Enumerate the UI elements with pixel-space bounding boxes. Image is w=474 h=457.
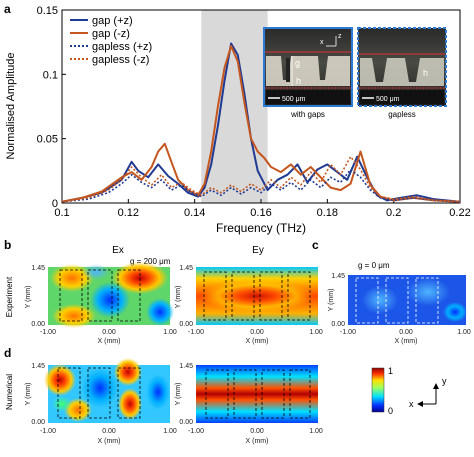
arrow-y-label: y [442,376,447,386]
ytick-bottom: 0.00 [179,321,193,328]
legend-label: gap (-z) [92,28,130,40]
xtick-mid: 0.00 [250,428,264,435]
ytick-top: 1.45 [31,363,45,370]
g-label-c: g = 0 μm [358,261,390,270]
inset-gapless: h 500 μm gapless [357,27,447,119]
axis-x-label: x [320,39,324,46]
x-label: X (mm) [246,338,269,345]
column-header-ey: Ey [252,245,264,256]
map-axes: 1.45 0.00 Y (mm) -1.00 0.00 1.00 X (mm) … [25,265,471,445]
chart-a: 0.1 0.12 0.14 0.16 0.18 0.2 0.22 00.050.10.15 … [5,5,471,235]
legend-label: gapless (-z) [92,54,149,66]
series-layer [61,42,461,203]
ytick-top: 1.45 [179,265,193,272]
ytick-bottom: 0.00 [31,419,45,426]
map-c [348,275,467,325]
orientation-arrows: y x [409,376,447,409]
x-tick-label: 0.22 [449,207,470,219]
x-label: X (mm) [395,338,418,345]
map-b-ey [196,267,318,325]
panel-label-d: d [4,346,11,360]
x-label: X (mm) [98,338,121,345]
panel-label-c: c [312,238,319,252]
xtick-left: -1.00 [40,428,56,435]
x-axis: 0.1 0.12 0.14 0.16 0.18 0.2 0.22 [54,199,471,219]
colorbar: 1 0 [371,366,393,416]
height-label-gapless: h [423,68,428,78]
xtick-right: 1.00 [457,329,471,336]
y-tick-label: 0 [52,198,58,210]
g-label-b: g = 200 μm [130,257,171,266]
row-label-numerical: Numerical [5,374,14,410]
xtick-right: 1.00 [309,428,323,435]
xtick-left: -1.00 [188,329,204,336]
x-label: X (mm) [98,438,121,445]
x-label: X (mm) [246,438,269,445]
xtick-right: 1.00 [309,329,323,336]
x-tick-label: 0.2 [386,207,401,219]
colorbar-max: 1 [388,366,393,376]
x-axis-label: Frequency (THz) [216,221,306,235]
legend-label: gapless (+z) [92,41,152,53]
map-d-ey [196,365,318,423]
y-axis: 0 0.05 0.1 0.15 [37,5,66,210]
gap-label: g [295,58,300,68]
inset-with-gaps: g h 500 μm z x with gaps [263,27,353,119]
ytick-bottom: 0.00 [331,321,345,328]
xtick-mid: 0.00 [102,329,116,336]
y-label: Y (mm) [25,383,32,406]
x-tick-label: 0.12 [118,207,139,219]
y-tick-label: 0.05 [37,134,58,146]
ytick-top: 1.45 [331,273,345,280]
scale-bar-label: 500 μm [282,96,306,103]
xtick-left: -1.00 [40,329,56,336]
y-label: Y (mm) [328,289,335,312]
xtick-mid: 0.00 [399,329,413,336]
map-b-ex [48,262,174,328]
xtick-left: -1.00 [188,428,204,435]
row-label-experiment: Experiment [5,276,14,317]
map-d-ex [44,358,170,423]
xtick-right: 1.00 [163,329,177,336]
scale-bar-label-gapless: 500 μm [376,96,400,103]
caption-with-gaps: with gaps [290,110,325,119]
x-tick-label: 0.14 [184,207,205,219]
arrow-x-label: x [409,399,414,409]
xtick-mid: 0.00 [102,428,116,435]
series-line-1 [61,45,461,203]
x-tick-label: 0.16 [250,207,271,219]
ytick-top: 1.45 [179,363,193,370]
panel-label-a: a [4,2,11,16]
y-axis-label: Normalised Amplitude [5,53,17,160]
caption-gapless: gapless [388,110,416,119]
x-tick-label: 0.1 [54,207,69,219]
axis-z-label: z [338,33,342,40]
y-tick-label: 0.15 [37,5,58,17]
panel-label-b: b [4,238,11,252]
y-label: Y (mm) [175,383,182,406]
ytick-bottom: 0.00 [179,419,193,426]
y-tick-label: 0.1 [43,69,58,81]
x-tick-label: 0.18 [317,207,338,219]
y-label: Y (mm) [25,286,32,309]
ytick-bottom: 0.00 [31,321,45,328]
y-label: Y (mm) [175,286,182,309]
legend-label: gap (+z) [92,15,133,27]
series-line-3 [61,155,461,203]
colorbar-min: 0 [388,406,393,416]
xtick-mid: 0.00 [250,329,264,336]
column-header-ex: Ex [112,245,124,256]
ytick-top: 1.45 [31,265,45,272]
xtick-right: 1.00 [163,428,177,435]
legend: gap (+z)gap (-z)gapless (+z)gapless (-z) [70,15,152,66]
highlight-band [201,10,268,203]
height-label: h [296,76,301,86]
xtick-left: -1.00 [340,329,356,336]
series-line-2 [61,168,461,203]
